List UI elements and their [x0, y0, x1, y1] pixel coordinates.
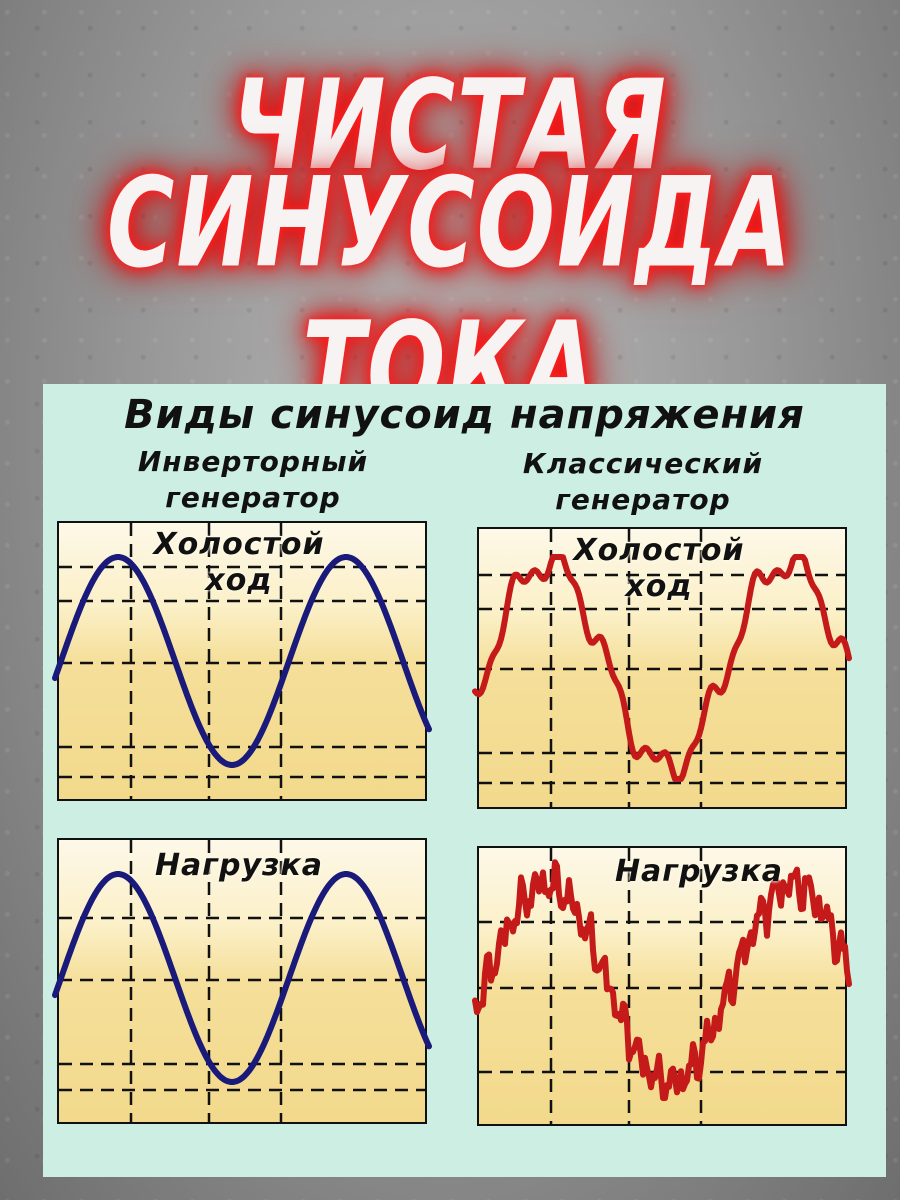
plot-classic-idle: Холостой ход	[472, 527, 852, 809]
diagram-title: Виды синусоид напряжения	[124, 392, 805, 438]
column-heading-classic-line2: генератор	[555, 483, 731, 516]
label-classic-idle: Холостой ход	[549, 533, 769, 605]
label-inverter-load-line1: Нагрузка	[154, 848, 324, 883]
column-heading-inverter-line1: Инверторный	[137, 445, 369, 478]
column-heading-inverter-line2: генератор	[165, 481, 341, 514]
plot-classic-load: Нагрузка	[472, 846, 852, 1126]
waveform-inverter-load	[52, 840, 432, 1122]
column-heading-inverter: Инверторный генератор	[103, 444, 403, 516]
label-inverter-load: Нагрузка	[129, 848, 349, 884]
label-classic-idle-line2: ход	[625, 569, 693, 604]
column-heading-classic-line1: Классический	[522, 447, 764, 480]
label-inverter-idle: Холостой ход	[129, 527, 349, 599]
plot-inverter-idle: Холостой ход	[52, 521, 432, 801]
sine-wave-classic-load	[472, 859, 852, 1101]
headline-line-1: ЧИСТАЯ	[0, 53, 900, 197]
waveform-classic-idle	[472, 529, 852, 807]
column-heading-classic: Классический генератор	[473, 446, 813, 518]
label-inverter-idle-line1: Холостой	[153, 527, 325, 562]
sine-wave-classic-idle	[472, 554, 852, 782]
label-inverter-idle-line2: ход	[205, 563, 273, 598]
diagram-panel: Виды синусоид напряжения Инверторный ген…	[43, 384, 886, 1177]
sine-wave-inverter-idle	[52, 554, 432, 768]
plot-inverter-load: Нагрузка	[52, 838, 432, 1124]
headline-text-1: ЧИСТАЯ	[232, 53, 668, 198]
sine-wave-inverter-load	[52, 871, 432, 1085]
label-classic-load-line1: Нагрузка	[614, 854, 784, 889]
label-classic-idle-line1: Холостой	[573, 533, 745, 568]
waveform-inverter-idle	[52, 523, 432, 799]
headline-line-2: СИНУСОИДА ТОКА	[0, 151, 900, 440]
label-classic-load: Нагрузка	[589, 854, 809, 890]
waveform-classic-load	[472, 848, 852, 1124]
